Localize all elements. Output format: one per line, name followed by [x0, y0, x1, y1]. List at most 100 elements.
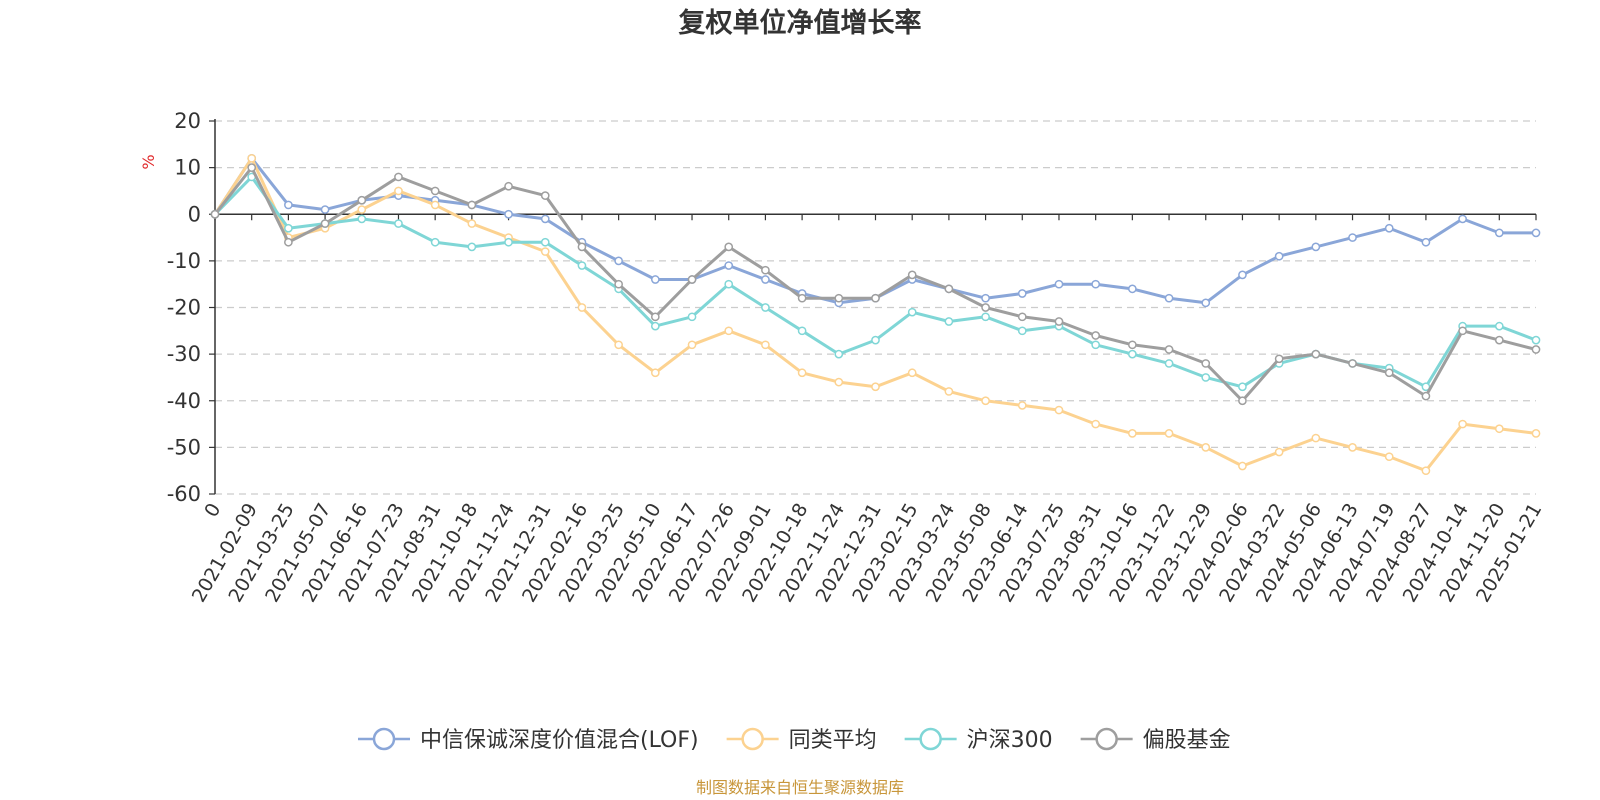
- data-point: [1164, 359, 1174, 368]
- data-point: [1348, 443, 1357, 452]
- data-point: [1054, 317, 1064, 326]
- data-point: [430, 200, 440, 210]
- data-point: [834, 293, 844, 303]
- data-point: [540, 214, 550, 224]
- data-point: [687, 340, 697, 350]
- legend-label: 沪深300: [967, 728, 1053, 753]
- data-point: [577, 261, 587, 270]
- data-point: [1054, 405, 1064, 415]
- data-point: [797, 368, 807, 378]
- data-point: [650, 312, 660, 322]
- data-point: [907, 270, 917, 280]
- legend-label: 同类平均: [789, 728, 877, 753]
- legend-label: 中信保诚深度价值混合(LOF): [420, 728, 699, 753]
- legend-marker: [372, 727, 396, 751]
- y-tick-label: -40: [167, 389, 201, 413]
- data-point: [1274, 447, 1284, 457]
- data-point: [1421, 466, 1431, 476]
- data-point: [1494, 335, 1504, 345]
- data-point: [1091, 279, 1101, 289]
- data-point: [1274, 251, 1284, 261]
- data-point: [1238, 382, 1247, 392]
- data-point: [944, 387, 954, 396]
- x-axis: 02021-02-092021-03-252021-05-072021-06-1…: [188, 213, 1546, 606]
- data-point: [761, 275, 770, 284]
- data-point: [284, 200, 293, 210]
- data-point: [1531, 335, 1541, 345]
- data-point: [981, 293, 990, 303]
- y-tick-label: -10: [167, 249, 201, 273]
- data-point: [1458, 419, 1467, 429]
- y-tick-label: -20: [167, 296, 201, 320]
- data-point: [1017, 326, 1027, 336]
- data-point: [467, 200, 477, 210]
- data-point: [1164, 293, 1174, 303]
- data-point: [1201, 298, 1211, 308]
- data-point: [540, 247, 550, 256]
- data-point: [1458, 326, 1467, 336]
- source-note: 制图数据来自恒生聚源数据库: [696, 778, 904, 797]
- data-point: [1348, 359, 1357, 368]
- data-point: [650, 275, 660, 284]
- data-point: [761, 340, 770, 350]
- data-point: [430, 237, 440, 247]
- legend-item-0[interactable]: 中信保诚深度价值混合(LOF): [358, 727, 699, 753]
- data-point: [1128, 349, 1137, 359]
- data-point: [944, 284, 954, 294]
- data-point: [1494, 321, 1504, 331]
- legend-marker: [1095, 727, 1118, 751]
- series-line-3: [213, 166, 1538, 403]
- data-point: [1238, 396, 1247, 406]
- data-point: [724, 242, 734, 252]
- data-point: [761, 265, 770, 275]
- data-point: [504, 237, 513, 247]
- data-point: [907, 368, 917, 378]
- y-tick-label: 0: [188, 202, 201, 226]
- data-point: [724, 261, 734, 270]
- data-point: [357, 205, 367, 214]
- data-point: [761, 303, 770, 312]
- data-point: [1201, 443, 1211, 452]
- legend-item-1[interactable]: 同类平均: [726, 727, 877, 753]
- data-point: [981, 396, 990, 406]
- legend-marker: [741, 727, 764, 751]
- data-point: [614, 340, 623, 350]
- data-point: [430, 186, 440, 196]
- y-tick-label: 20: [174, 109, 201, 133]
- data-point: [284, 237, 293, 247]
- legend-item-3[interactable]: 偏股基金: [1080, 727, 1231, 753]
- series-line-2: [213, 175, 1538, 389]
- data-point: [944, 317, 954, 326]
- legend-item-2[interactable]: 沪深300: [904, 727, 1053, 753]
- data-point: [320, 205, 330, 214]
- data-point: [871, 335, 880, 345]
- data-point: [394, 172, 403, 182]
- y-tick-label: -30: [167, 342, 201, 366]
- data-point: [320, 219, 330, 228]
- legend: 中信保诚深度价值混合(LOF) 同类平均 沪深300 偏股基金: [358, 727, 1231, 753]
- data-point: [1384, 452, 1394, 462]
- data-point: [650, 321, 660, 331]
- data-point: [247, 163, 257, 172]
- data-point: [1017, 312, 1027, 322]
- data-point: [1017, 401, 1027, 410]
- y-axis-unit: %: [139, 154, 158, 169]
- data-point: [1091, 419, 1101, 429]
- data-point: [1164, 345, 1174, 354]
- data-point: [247, 153, 257, 163]
- data-point: [357, 195, 367, 205]
- y-axis: 20 10 0 -10 -20 -30 -40 -50 -60: [167, 109, 216, 506]
- data-point: [504, 181, 513, 191]
- data-point: [1531, 429, 1541, 438]
- data-point: [687, 312, 697, 322]
- data-point: [394, 219, 403, 228]
- data-point: [577, 242, 587, 252]
- data-point: [1348, 233, 1357, 242]
- data-point: [981, 312, 990, 322]
- series-line-1: [213, 156, 1538, 473]
- data-point: [394, 186, 403, 196]
- data-point: [1311, 242, 1321, 252]
- y-tick-label: -50: [167, 435, 201, 459]
- data-point: [834, 377, 844, 387]
